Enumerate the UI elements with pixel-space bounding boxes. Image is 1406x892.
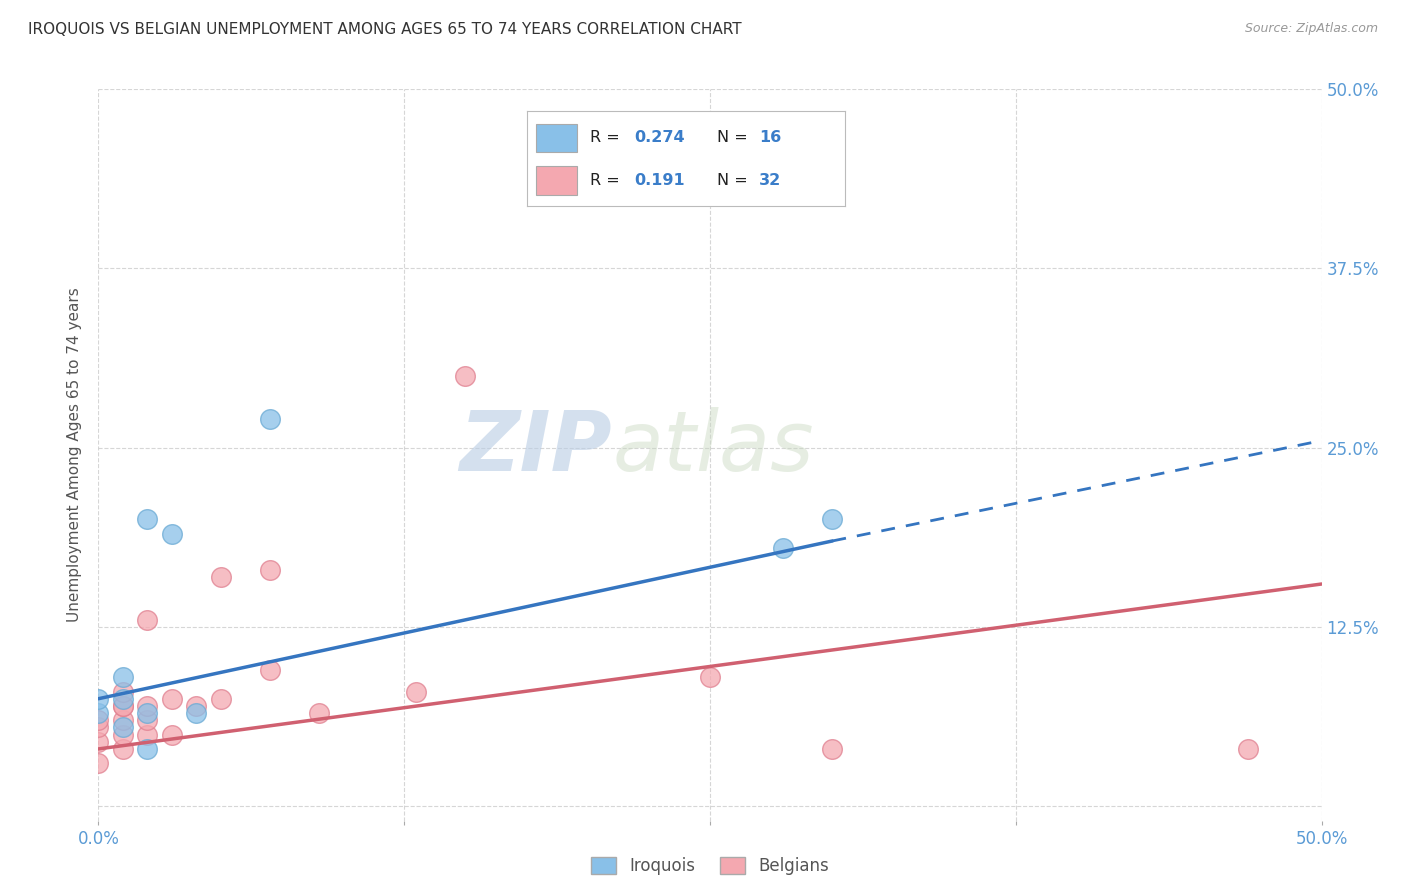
Legend: Iroquois, Belgians: Iroquois, Belgians bbox=[583, 850, 837, 882]
Point bbox=[1237, 742, 1260, 756]
Text: ZIP: ZIP bbox=[460, 407, 612, 488]
Point bbox=[186, 706, 208, 720]
Text: IROQUOIS VS BELGIAN UNEMPLOYMENT AMONG AGES 65 TO 74 YEARS CORRELATION CHART: IROQUOIS VS BELGIAN UNEMPLOYMENT AMONG A… bbox=[28, 22, 742, 37]
Point bbox=[136, 713, 159, 727]
Point bbox=[87, 756, 110, 771]
Point bbox=[111, 670, 134, 684]
Point bbox=[259, 563, 281, 577]
Point bbox=[259, 663, 281, 677]
Point bbox=[136, 613, 159, 627]
Point bbox=[87, 691, 110, 706]
Point bbox=[111, 691, 134, 706]
Point bbox=[209, 691, 232, 706]
Point bbox=[405, 684, 427, 698]
Point bbox=[209, 570, 232, 584]
Point bbox=[111, 728, 134, 742]
Point bbox=[821, 512, 844, 526]
Point bbox=[87, 706, 110, 720]
Point bbox=[111, 720, 134, 734]
Point bbox=[160, 691, 183, 706]
Text: atlas: atlas bbox=[612, 407, 814, 488]
Point bbox=[87, 720, 110, 734]
Point bbox=[821, 742, 844, 756]
Y-axis label: Unemployment Among Ages 65 to 74 years: Unemployment Among Ages 65 to 74 years bbox=[67, 287, 83, 623]
Point bbox=[111, 698, 134, 713]
Point bbox=[111, 684, 134, 698]
Point bbox=[259, 412, 281, 426]
Point bbox=[87, 713, 110, 727]
Point bbox=[186, 698, 208, 713]
Point bbox=[160, 728, 183, 742]
Point bbox=[454, 369, 477, 384]
Point bbox=[111, 698, 134, 713]
Point bbox=[160, 526, 183, 541]
Point bbox=[308, 706, 330, 720]
Point bbox=[136, 698, 159, 713]
Point bbox=[111, 713, 134, 727]
Point bbox=[111, 742, 134, 756]
Point bbox=[136, 706, 159, 720]
Point bbox=[136, 742, 159, 756]
Point bbox=[87, 735, 110, 749]
Point bbox=[772, 541, 794, 556]
Text: Source: ZipAtlas.com: Source: ZipAtlas.com bbox=[1244, 22, 1378, 36]
Point bbox=[136, 728, 159, 742]
Point bbox=[699, 670, 721, 684]
Point bbox=[136, 512, 159, 526]
